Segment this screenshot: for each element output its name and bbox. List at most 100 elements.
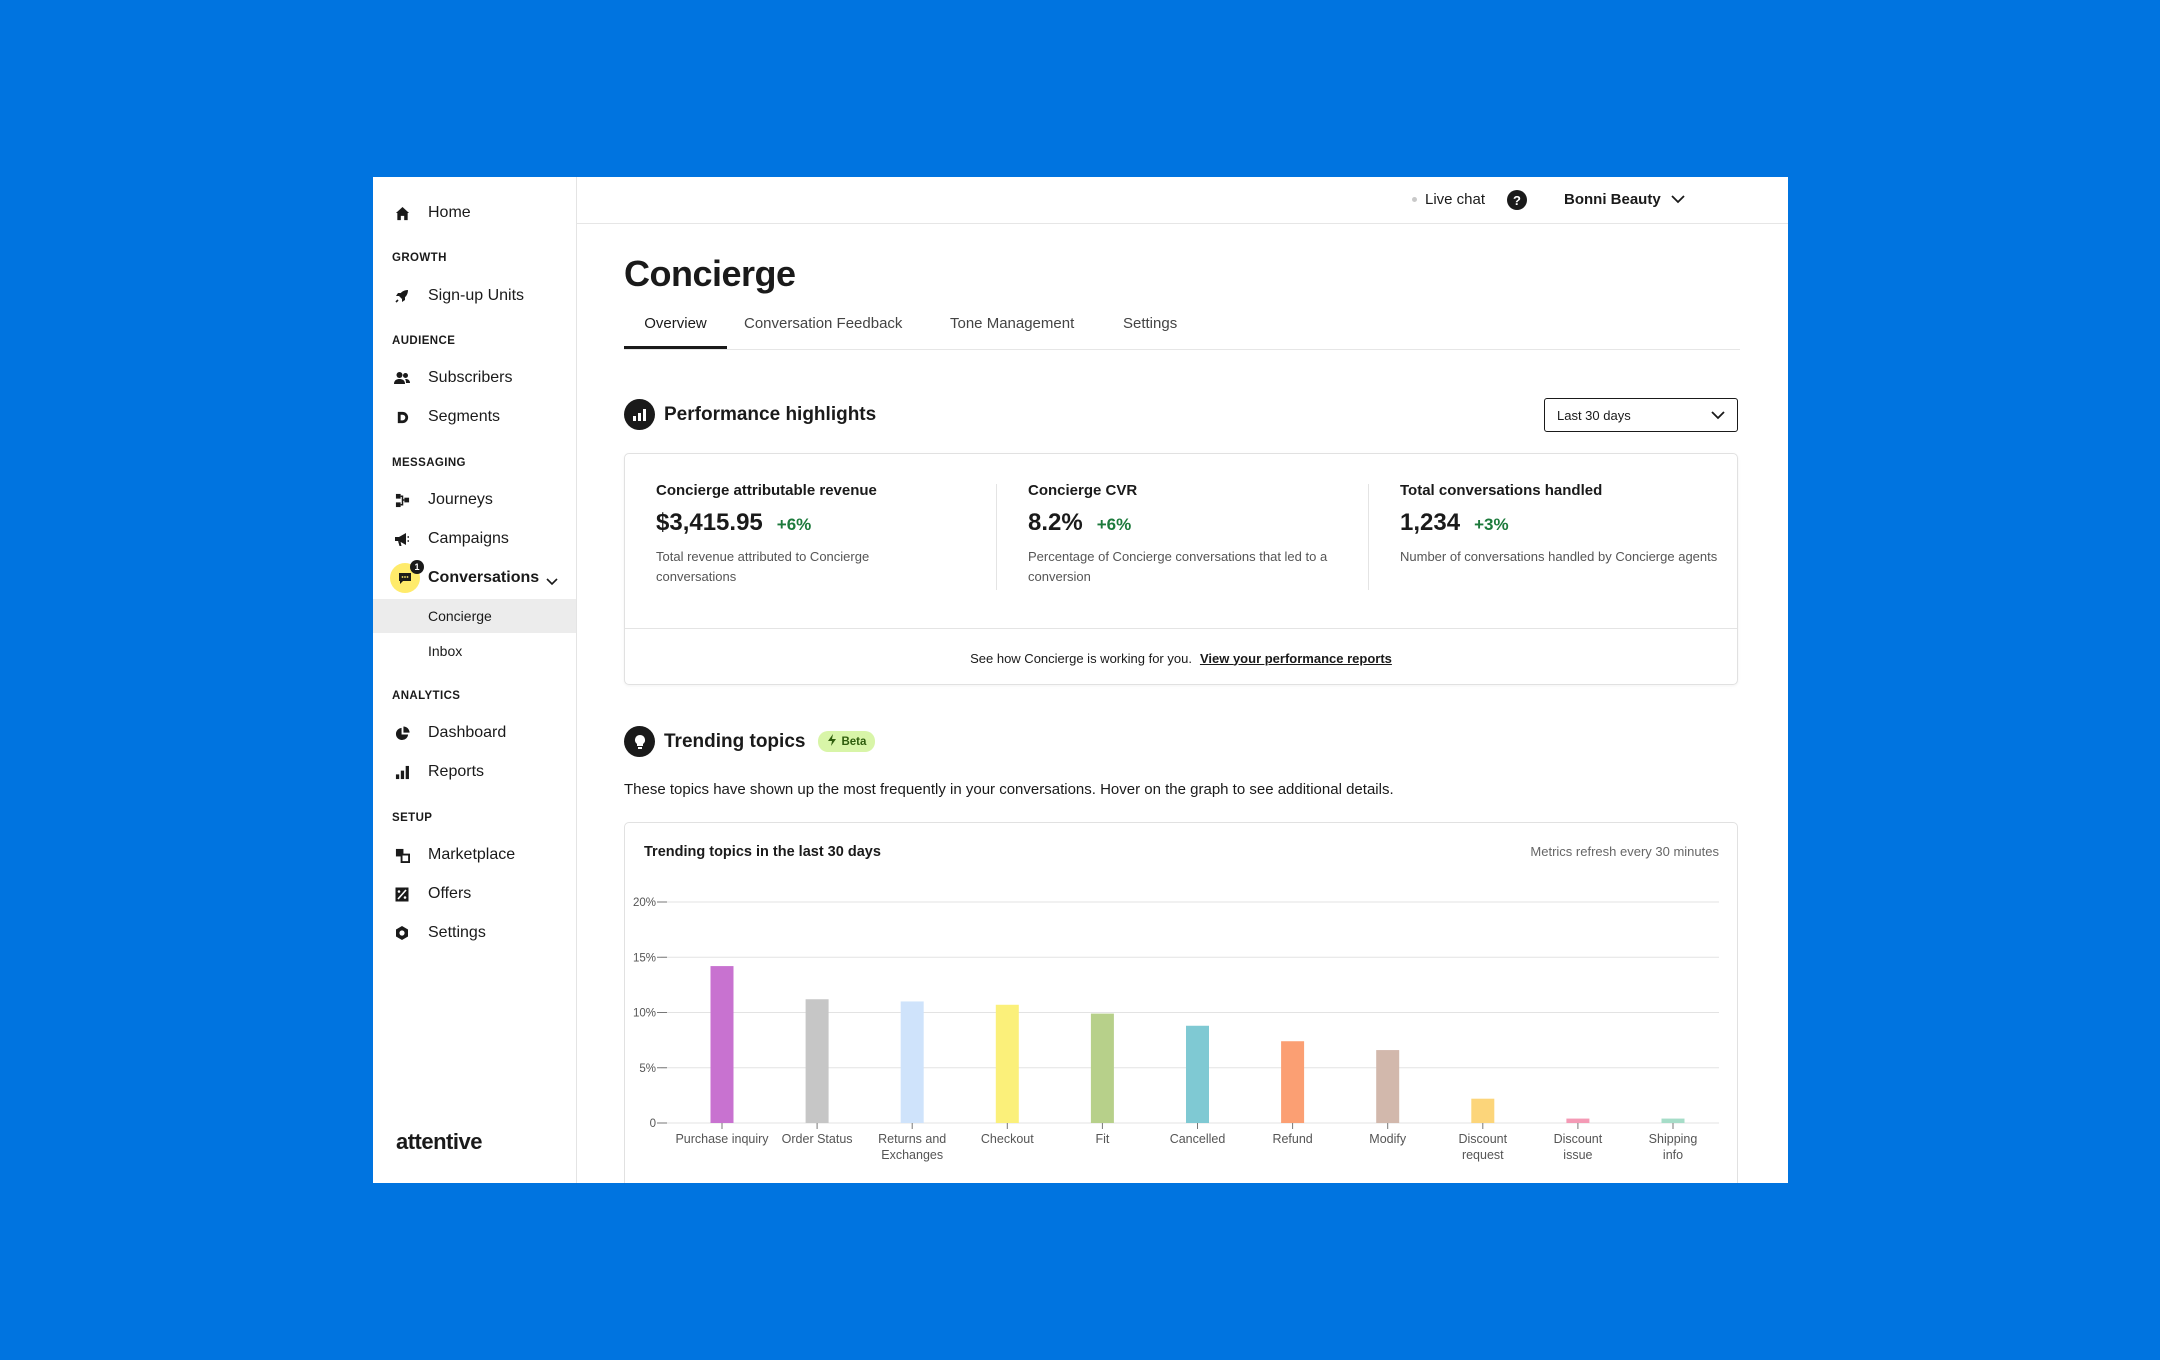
bar-order-status[interactable] [805, 999, 829, 1123]
metric-description: Number of conversations handled by Conci… [1400, 549, 1718, 564]
metric-label: Concierge attributable revenue [656, 482, 877, 499]
footer-text: See how Concierge is working for you. [970, 650, 1192, 666]
sidebar-item-marketplace[interactable]: Marketplace [373, 837, 576, 873]
performance-card: Concierge attributable revenue $3,415.95… [624, 453, 1738, 685]
date-range-value: Last 30 days [1557, 407, 1631, 423]
metric-label: Concierge CVR [1028, 482, 1138, 499]
sidebar-item-label: Dashboard [428, 724, 507, 741]
journeys-icon [394, 492, 410, 508]
metric-description: Percentage of Concierge conversations th… [1028, 549, 1328, 584]
sidebar-item-journeys[interactable]: Journeys [373, 482, 576, 518]
bar-discount-issue[interactable] [1566, 1118, 1590, 1123]
bar-discount-request[interactable] [1471, 1098, 1495, 1123]
sidebar-item-signup-units[interactable]: Sign-up Units [373, 278, 576, 314]
marketplace-icon [394, 847, 410, 863]
sidebar-item-label: Conversations [428, 569, 540, 586]
x-tick-label: Fit [1095, 1132, 1109, 1146]
home-icon [394, 205, 410, 221]
bar-returns-and-exchanges[interactable] [900, 1001, 924, 1123]
y-tick-label: 20% [633, 897, 656, 909]
sidebar-item-reports[interactable]: Reports [373, 754, 576, 790]
metric-value: $3,415.95 [656, 509, 763, 536]
trending-bar-chart[interactable]: 0 5% 10% 15% 20% Purchase inquiry Order Status… [625, 823, 1737, 1183]
status-dot-icon [1412, 197, 1417, 202]
bar-fit[interactable] [1090, 1013, 1114, 1123]
sidebar-subitem-inbox[interactable]: Inbox [373, 634, 576, 668]
chevron-down-icon [1711, 408, 1725, 423]
x-tick-label: Discount [1458, 1132, 1507, 1146]
live-chat-button[interactable]: Live chat [1412, 191, 1485, 208]
section-growth: GROWTH [392, 252, 447, 264]
app-window: Home GROWTH Sign-up Units AUDIENCE Subsc… [373, 177, 1788, 1183]
metric-value: 1,234 [1400, 509, 1461, 536]
live-chat-label: Live chat [1425, 191, 1486, 208]
section-messaging: MESSAGING [392, 457, 466, 469]
metric-delta: +3% [1474, 515, 1509, 534]
y-tick-label: 15% [633, 952, 656, 964]
sidebar-item-label: Marketplace [428, 846, 516, 863]
bar-modify[interactable] [1376, 1050, 1400, 1123]
x-tick-label: Order Status [782, 1132, 853, 1146]
chevron-down-icon[interactable] [546, 573, 558, 591]
page-title: Concierge [624, 253, 796, 294]
bar-shipping-info[interactable] [1661, 1118, 1685, 1123]
trending-chart-card: Trending topics in the last 30 days Metr… [624, 822, 1738, 1183]
sidebar-item-label: Concierge [428, 608, 492, 624]
bar-refund[interactable] [1281, 1041, 1305, 1123]
tab-conversation-feedback[interactable]: Conversation Feedback [744, 315, 903, 332]
x-tick-label: Cancelled [1170, 1132, 1226, 1146]
x-tick-label: Exchanges [881, 1148, 943, 1162]
x-tick-label: request [1462, 1148, 1504, 1162]
sidebar-item-home[interactable]: Home [373, 195, 576, 231]
x-tick-label: Purchase inquiry [675, 1132, 769, 1146]
performance-footer: See how Concierge is working for you. Vi… [625, 628, 1737, 687]
y-tick-label: 0 [650, 1118, 656, 1130]
account-switcher[interactable]: Bonni Beauty [1564, 191, 1685, 208]
pie-chart-icon [394, 725, 410, 741]
tab-overview[interactable]: Overview [624, 309, 727, 349]
metric-description: Total revenue attributed to Concierge co… [656, 549, 870, 584]
notification-badge: 1 [410, 560, 424, 574]
sidebar-item-campaigns[interactable]: Campaigns [373, 521, 576, 557]
users-icon [394, 370, 410, 386]
date-range-select[interactable]: Last 30 days [1544, 398, 1738, 432]
attentive-logo: attentive [396, 1129, 482, 1154]
sidebar-item-label: Sign-up Units [428, 287, 525, 304]
metric-label: Total conversations handled [1400, 482, 1603, 499]
tab-settings[interactable]: Settings [1123, 315, 1178, 332]
trending-description: These topics have shown up the most freq… [624, 781, 1394, 798]
bar-cancelled[interactable] [1186, 1025, 1209, 1123]
bar-purchase-inquiry[interactable] [710, 966, 734, 1123]
sidebar-subitem-concierge[interactable]: Concierge [373, 599, 576, 633]
x-tick-label: Shipping [1649, 1132, 1698, 1146]
bar-chart-icon [394, 764, 410, 780]
sidebar-item-dashboard[interactable]: Dashboard [373, 715, 576, 751]
sidebar-item-label: Segments [428, 408, 501, 425]
section-setup: SETUP [392, 812, 433, 824]
chevron-down-icon [1671, 191, 1685, 208]
performance-reports-link[interactable]: View your performance reports [1199, 650, 1392, 666]
y-tick-label: 10% [633, 1008, 656, 1020]
tab-bar: Overview Conversation Feedback Tone Mana… [624, 309, 1740, 350]
metric-value: 8.2% [1028, 509, 1083, 536]
sidebar-item-conversations[interactable]: 1 Conversations [373, 560, 576, 596]
sidebar-item-label: Home [428, 204, 471, 221]
section-audience: AUDIENCE [392, 335, 456, 347]
x-tick-label: info [1663, 1148, 1683, 1162]
help-icon[interactable]: ? [1507, 190, 1527, 210]
bar-checkout[interactable] [995, 1004, 1019, 1123]
sidebar-item-offers[interactable]: Offers [373, 876, 576, 912]
tab-tone-management[interactable]: Tone Management [950, 315, 1075, 332]
sidebar-item-subscribers[interactable]: Subscribers [373, 360, 576, 396]
account-name: Bonni Beauty [1564, 191, 1661, 208]
sidebar-item-settings[interactable]: Settings [373, 915, 576, 951]
sidebar-item-segments[interactable]: Segments [373, 399, 576, 435]
y-tick-label: 5% [639, 1063, 656, 1075]
sidebar-item-label: Subscribers [428, 369, 513, 386]
gear-icon [394, 925, 410, 941]
x-tick-label: issue [1563, 1148, 1592, 1162]
topbar: Live chat ? Bonni Beauty [577, 177, 1788, 224]
trending-title: Trending topics [664, 730, 806, 752]
beta-label: Beta [841, 735, 867, 748]
section-analytics: ANALYTICS [392, 690, 461, 702]
